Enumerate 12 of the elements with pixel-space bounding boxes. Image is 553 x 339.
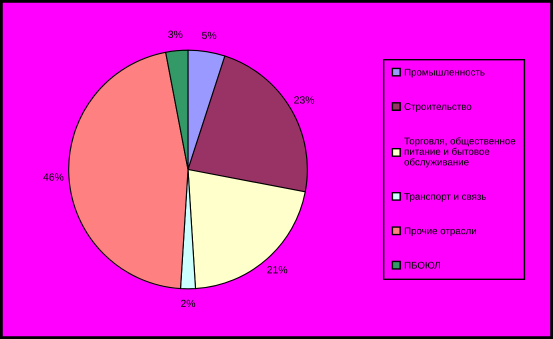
legend-label: Промышленность [404,68,485,78]
legend-label: Строительство [404,103,472,112]
data-label: 3% [168,30,182,38]
data-label: 5% [202,32,216,40]
legend-label: Торговля, общественное питание и бытовое обслуживание [404,137,516,168]
legend-label: Транспорт и связь [404,193,486,202]
data-label: 46% [43,173,64,181]
data-label: 21% [267,266,288,274]
data-label: 23% [294,96,314,104]
data-label: 2% [181,300,196,308]
legend-label: Прочие отрасли [404,227,476,236]
legend-label: ПБОЮЛ [404,262,440,269]
